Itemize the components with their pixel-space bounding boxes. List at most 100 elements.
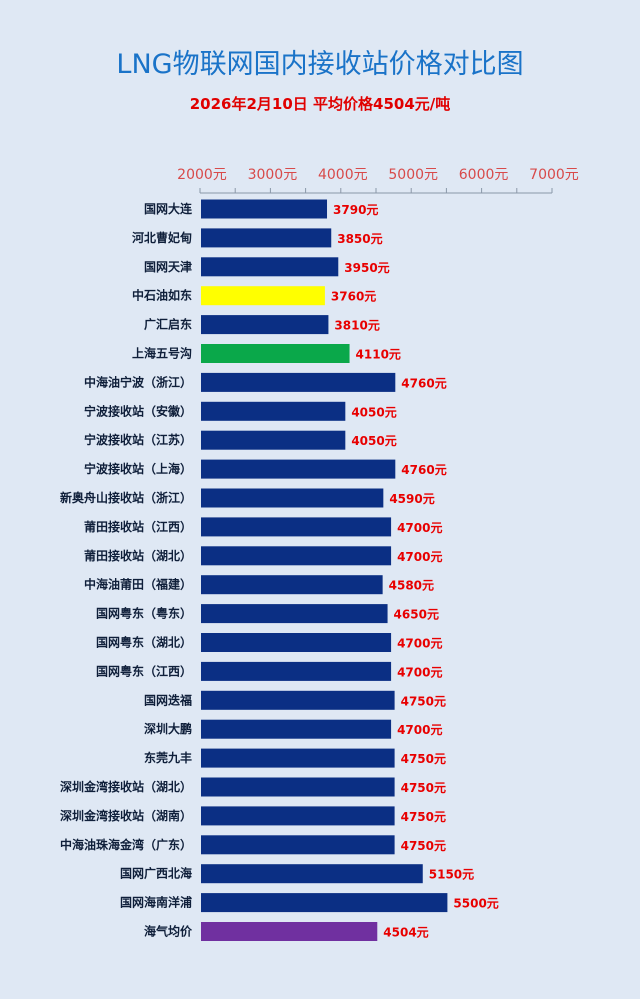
bar-row: 宁波接收站（安徽） 4050元 [84,401,397,421]
category-label: 新奥舟山接收站（浙江） [60,490,192,505]
value-label: 4750元 [401,752,446,766]
bar [201,315,329,335]
bar-row: 广汇启东 3810元 [144,315,380,335]
value-label: 4700元 [397,521,442,535]
bar-row: 中海油莆田（福建） 4580元 [84,575,434,595]
bar [201,893,448,913]
value-label: 4110元 [356,348,401,362]
value-label: 3760元 [331,290,376,304]
category-label: 国网大连 [144,201,193,216]
x-tick-label: 7000元 [529,167,579,183]
bar-row: 国网广西北海 5150元 [120,864,474,884]
category-label: 上海五号沟 [132,346,192,361]
bar-row: 宁波接收站（上海） 4760元 [84,459,447,479]
bar [201,690,395,710]
category-label: 国网天津 [144,259,192,274]
value-label: 4760元 [401,463,446,477]
bar [201,257,339,277]
value-label: 4700元 [397,723,442,737]
category-label: 海气均价 [144,924,193,939]
bar [201,604,388,624]
bar [201,430,346,450]
value-label: 4590元 [389,492,434,506]
bar-row: 国网海南洋浦 5500元 [120,893,499,913]
x-tick-label: 6000元 [459,167,509,183]
value-label: 4050元 [351,405,396,419]
category-label: 国网粤东（湖北） [96,635,192,650]
bar-row: 国网粤东（湖北） 4700元 [96,633,442,652]
category-label: 国网粤东（江西） [96,663,192,678]
value-label: 4050元 [351,434,396,448]
bar-row: 中海油宁波（浙江） 4760元 [84,372,447,392]
category-label: 宁波接收站（安徽） [84,403,192,418]
value-label: 4700元 [397,550,442,564]
bar-row: 上海五号沟 4110元 [132,344,401,363]
category-label: 深圳金湾接收站（湖南） [60,808,192,823]
value-label: 3810元 [334,319,379,333]
bar-row: 中海油珠海金湾（广东） 4750元 [60,835,446,855]
value-label: 4580元 [389,579,434,593]
bar [201,719,392,739]
value-label: 4750元 [401,839,446,853]
bar [201,517,392,537]
bar [201,777,395,797]
category-label: 深圳金湾接收站（湖北） [60,779,192,794]
bar-row: 深圳大鹏 4700元 [144,719,442,739]
x-tick-label: 5000元 [388,167,438,183]
x-tick-label: 4000元 [318,167,368,183]
bar-row: 国网迭福 4750元 [144,690,446,710]
bar-row: 国网天津 3950元 [144,257,390,277]
value-label: 3850元 [337,232,382,246]
bar-row: 国网大连 3790元 [144,199,378,219]
bar [201,372,396,392]
bar [201,748,395,768]
category-label: 国网粤东（粤东） [96,606,192,621]
category-label: 宁波接收站（上海） [84,461,192,476]
bar [201,488,384,508]
value-label: 5500元 [453,897,498,911]
bar-row: 国网粤东（粤东） 4650元 [96,604,439,624]
bar [201,286,325,306]
value-label: 4504元 [383,926,428,940]
value-label: 4700元 [397,665,442,679]
category-label: 莆田接收站（江西） [84,519,192,534]
category-label: 东莞九丰 [144,750,192,765]
x-tick-label: 3000元 [248,167,298,183]
bar [201,835,395,855]
category-label: 中海油珠海金湾（广东） [60,837,192,852]
bar [201,806,395,826]
bar-row: 宁波接收站（江苏） 4050元 [84,430,397,450]
value-label: 4760元 [401,376,446,390]
x-axis: 2000元 3000元 4000元 5000元 6000元 7000元 [177,167,579,194]
bar-row: 深圳金湾接收站（湖北） 4750元 [60,777,446,797]
value-label: 4650元 [394,608,439,622]
chart-subtitle: 2026年2月10日 平均价格4504元/吨 [189,95,451,113]
bar-row: 河北曹妃甸 3850元 [131,228,383,248]
category-label: 中石油如东 [132,288,192,303]
bar-row: 东莞九丰 4750元 [144,748,446,768]
bar [201,546,392,566]
bar [201,922,378,941]
bar-row: 深圳金湾接收站（湖南） 4750元 [60,806,446,826]
category-label: 中海油莆田（福建） [84,577,192,592]
bar [201,401,346,421]
bar [201,459,396,479]
bar-row: 国网粤东（江西） 4700元 [96,661,442,681]
value-label: 4700元 [397,637,442,651]
category-label: 国网海南洋浦 [120,895,192,910]
bar-row: 莆田接收站（江西） 4700元 [84,517,442,537]
x-tick-label: 2000元 [177,167,227,183]
category-label: 广汇启东 [144,317,192,332]
value-label: 5150元 [429,868,474,882]
category-label: 莆田接收站（湖北） [84,548,192,563]
bar [201,864,423,884]
category-label: 深圳大鹏 [144,721,192,736]
category-label: 宁波接收站（江苏） [84,432,192,447]
category-label: 国网广西北海 [120,866,192,881]
category-label: 中海油宁波（浙江） [84,374,192,389]
value-label: 3950元 [344,261,389,275]
value-label: 4750元 [401,694,446,708]
category-label: 国网迭福 [144,692,192,707]
